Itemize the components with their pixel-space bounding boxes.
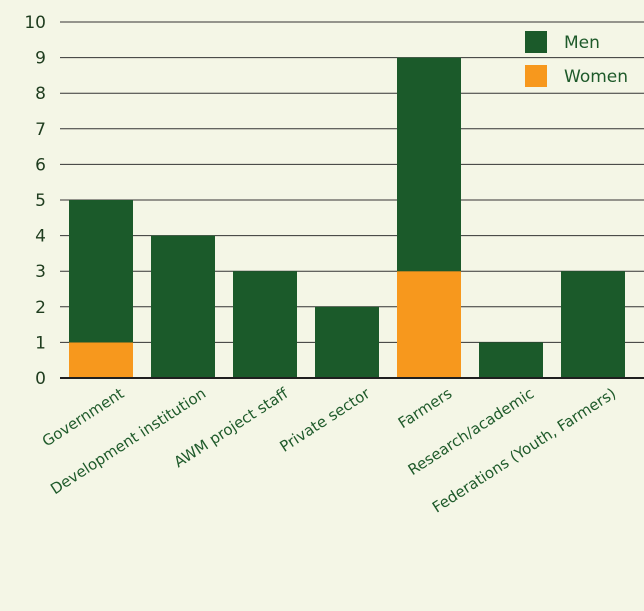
legend: Men Women — [525, 31, 628, 87]
legend-label-women: Women — [564, 67, 628, 87]
y-tick-label-4: 4 — [35, 227, 46, 247]
bar-men-0 — [69, 200, 133, 343]
bar-women-4 — [397, 271, 461, 378]
y-axis-tick-labels: 0 1 2 3 4 5 6 7 8 9 10 — [24, 13, 46, 389]
y-tick-label-0: 0 — [35, 369, 46, 389]
bar-men-6 — [561, 271, 625, 378]
y-tick-label-2: 2 — [35, 298, 46, 318]
y-tick-label-3: 3 — [35, 262, 46, 282]
y-tick-label-6: 6 — [35, 155, 46, 175]
y-tick-label-5: 5 — [35, 191, 46, 211]
legend-swatch-men — [525, 31, 547, 53]
legend-label-men: Men — [564, 33, 600, 53]
y-tick-label-7: 7 — [35, 120, 46, 140]
x-category-label-3: Private sector — [276, 384, 373, 456]
bar-men-1 — [151, 235, 215, 378]
y-tick-label-10: 10 — [24, 13, 46, 33]
bar-men-5 — [479, 342, 543, 378]
bar-men-2 — [233, 271, 297, 378]
legend-swatch-women — [525, 65, 547, 87]
x-category-label-4: Farmers — [395, 384, 455, 432]
y-tick-label-9: 9 — [35, 49, 46, 69]
bar-women-0 — [69, 342, 133, 378]
bars — [69, 57, 625, 378]
y-tick-label-1: 1 — [35, 333, 46, 353]
bar-men-3 — [315, 306, 379, 378]
bar-men-4 — [397, 57, 461, 272]
y-tick-label-8: 8 — [35, 84, 46, 104]
x-category-label-1: Development institution — [47, 384, 209, 498]
gridlines — [60, 21, 644, 343]
